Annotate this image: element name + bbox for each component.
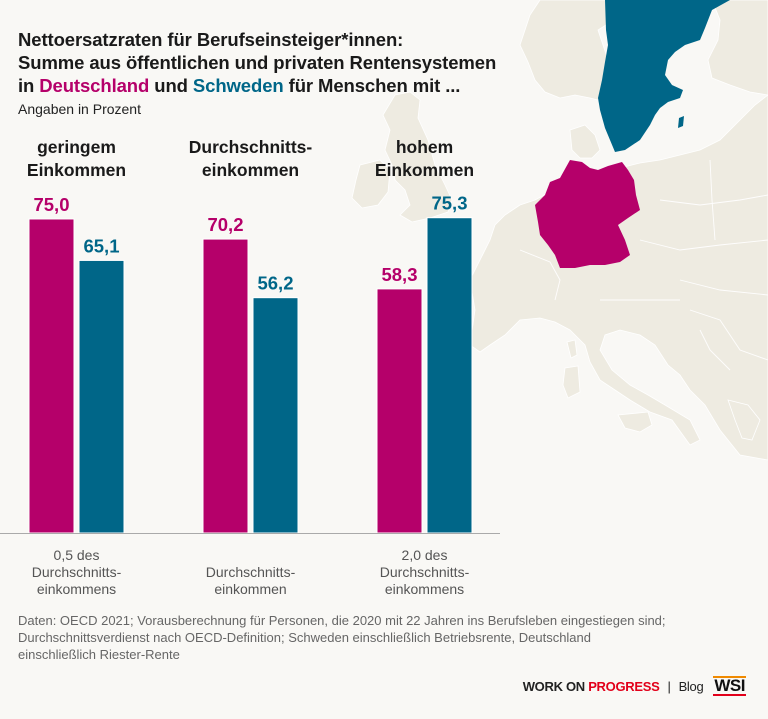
category-label-1-line-2: Durchschnitts- — [32, 564, 122, 580]
title-line-1: Nettoersatzraten für Berufseinsteiger*in… — [18, 29, 404, 50]
value-label-schweden-2: 56,2 — [257, 273, 293, 294]
map-corsica — [566, 339, 578, 359]
category-label-1-line-1: 0,5 des — [54, 547, 100, 563]
group-headers: geringem Einkommen Durchschnitts-einkommen… — [27, 137, 474, 180]
map-greece — [727, 399, 761, 441]
category-label-3-line-3: einkommens — [385, 581, 464, 597]
category-labels: 0,5 desDurchschnitts-einkommensDurchschn… — [32, 547, 470, 597]
map-sweden — [598, 0, 730, 152]
value-label-deutschland-3: 58,3 — [381, 264, 417, 285]
title-suffix: für Menschen mit ... — [283, 75, 461, 96]
group-header-3-line-1: hohem — [396, 137, 453, 157]
map-denmark — [569, 124, 601, 159]
chart-title: Nettoersatzraten für Berufseinsteiger*in… — [18, 28, 496, 97]
category-label-2-line-2: einkommen — [214, 581, 286, 597]
footnote-line-3: einschließlich Riester-Rente — [18, 647, 180, 662]
footnote-line-1: Daten: OECD 2021; Vorausberechnung für P… — [18, 613, 666, 628]
title-prefix: in — [18, 75, 40, 96]
bar-schweden-3 — [426, 217, 473, 534]
category-label-2-line-1: Durchschnitts- — [206, 564, 296, 580]
brand-separator: | — [667, 678, 671, 694]
value-label-schweden-3: 75,3 — [431, 193, 467, 214]
brand-part2: PROGRESS — [588, 678, 660, 694]
category-label-3-line-1: 2,0 des — [402, 547, 448, 563]
bar-schweden-1 — [78, 259, 125, 534]
category-label-1-line-3: einkommens — [37, 581, 116, 597]
title-mid: und — [149, 75, 193, 96]
map-gotland — [678, 116, 684, 128]
title-line-2: Summe aus öffentlichen und privaten Rent… — [18, 52, 497, 73]
bar-deutschland-2 — [202, 238, 249, 534]
bar-schweden-2 — [252, 297, 299, 534]
brand-blog: Blog — [678, 678, 704, 694]
wsi-logo: WSI — [713, 676, 746, 696]
source-footnote: Daten: OECD 2021; Vorausberechnung für P… — [18, 612, 738, 663]
legend-germany: Deutschland — [39, 75, 150, 96]
value-label-schweden-1: 65,1 — [83, 235, 119, 256]
map-sicily — [617, 411, 653, 433]
map-norway — [519, 0, 611, 101]
value-labels: 75,0 65,1 70,2 56,2 58,3 75,3 — [33, 193, 467, 294]
branding: WORK ON PROGRESS | Blog WSI — [523, 676, 746, 696]
map-sardinia — [562, 365, 581, 399]
bar-deutschland-1 — [28, 218, 75, 534]
map-finland — [707, 0, 768, 96]
bars — [28, 217, 473, 534]
group-header-3-line-2: Einkommen — [375, 160, 474, 180]
group-header-1-line-1: geringem — [37, 137, 116, 157]
map-germany — [535, 160, 640, 268]
footnote-line-2: Durchschnittsverdienst nach OECD-Definit… — [18, 630, 591, 645]
map-ireland — [351, 159, 391, 209]
group-header-1-line-2: Einkommen — [27, 160, 126, 180]
title-line-3: in Deutschland und Schweden für Menschen… — [18, 74, 496, 97]
map-uk — [382, 91, 453, 223]
brand-part1: WORK ON — [522, 678, 589, 694]
group-header-2-line-1: Durchschnitts- — [189, 137, 313, 157]
bar-deutschland-3 — [376, 288, 423, 534]
group-header-2-line-2: einkommen — [202, 160, 299, 180]
brand-work-on-progress: WORK ON PROGRESS — [523, 679, 660, 694]
chart-subtitle: Angaben in Prozent — [18, 101, 141, 117]
value-label-deutschland-1: 75,0 — [33, 194, 69, 215]
value-label-deutschland-2: 70,2 — [207, 214, 243, 235]
category-label-3-line-2: Durchschnitts- — [380, 564, 470, 580]
legend-sweden: Schweden — [192, 75, 284, 96]
